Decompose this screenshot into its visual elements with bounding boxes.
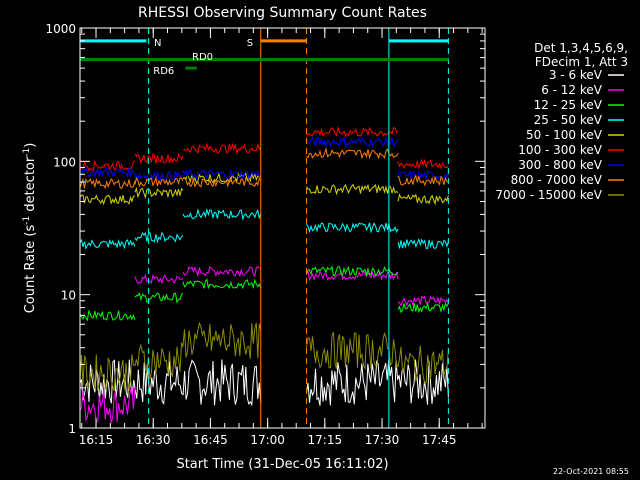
series-line: [79, 386, 136, 424]
x-tick-label: 16:45: [193, 433, 228, 447]
series-line: [79, 238, 136, 250]
series-line: [306, 136, 399, 148]
x-tick-label: 16:30: [136, 433, 171, 447]
series-line: [397, 345, 449, 384]
y-tick-label: 10: [61, 289, 76, 303]
series-line: [397, 237, 449, 250]
legend-header: FDecim 1, Att 3: [535, 55, 628, 69]
x-tick-label: 17:15: [308, 433, 343, 447]
annotation-RD0: RD0: [192, 52, 213, 63]
x-axis-ticks: [81, 28, 483, 428]
series-line: [397, 301, 449, 314]
legend-label: 800 - 7000 keV: [511, 173, 603, 187]
series-300-800-keV: [79, 136, 449, 182]
legend-label: 3 - 6 keV: [549, 68, 603, 82]
series-line: [79, 194, 135, 206]
series-line: [397, 170, 449, 181]
plot-frame: [79, 27, 486, 429]
series-12-25-keV: [79, 265, 449, 322]
legend-label: 25 - 50 keV: [534, 113, 603, 127]
series-line: [182, 207, 262, 221]
legend-label: 12 - 25 keV: [534, 98, 603, 112]
chart-title: RHESSI Observing Summary Count Rates: [138, 5, 427, 21]
legend-label: 100 - 300 keV: [518, 143, 602, 157]
y-tick-label: 1000: [45, 22, 76, 36]
series-line: [397, 295, 449, 307]
flag-label-S: S: [247, 38, 253, 49]
legend-label: 300 - 800 keV: [518, 158, 602, 172]
series-line: [79, 166, 136, 179]
footer-timestamp: 22-Oct-2021 08:55: [553, 467, 629, 476]
series-line: [306, 265, 399, 277]
series-50-100-keV: [79, 171, 449, 206]
series-line: [306, 147, 399, 160]
flag-label-RD6: RD6: [153, 66, 174, 77]
series-100-300-keV: [79, 125, 449, 172]
series-line: [182, 142, 262, 155]
series-line: [79, 359, 262, 407]
series-3-6-keV: [79, 359, 449, 407]
y-axis-label: Count Rate (s-1 detector-1): [22, 143, 38, 314]
legend-label: 7000 - 15000 keV: [495, 188, 602, 202]
series-800-7000-keV: [79, 147, 449, 190]
series-line: [134, 273, 184, 285]
series-line: [182, 321, 262, 359]
legend-label: 50 - 100 keV: [526, 128, 603, 142]
series-line: [397, 193, 449, 206]
x-tick-label: 17:30: [365, 433, 400, 447]
series-line: [79, 177, 136, 190]
series-line: [79, 160, 135, 172]
x-tick-label: 17:00: [250, 433, 285, 447]
series-line: [397, 158, 449, 170]
series-line: [134, 186, 184, 200]
series-line: [134, 176, 184, 188]
flag-label-N: N: [154, 38, 161, 49]
series-line: [134, 292, 184, 304]
series-line: [134, 153, 184, 165]
y-tick-label: 1: [68, 422, 76, 436]
series-line: [134, 231, 184, 244]
x-tick-label: 16:15: [79, 433, 114, 447]
series-line: [182, 175, 262, 188]
x-axis-label: Start Time (31-Dec-05 16:11:02): [176, 457, 388, 472]
series-line: [306, 183, 399, 196]
series-6-12-keV: [79, 265, 449, 424]
series-line: [397, 174, 449, 187]
series-25-50-keV: [79, 207, 449, 250]
series-line: [306, 125, 399, 138]
series-line: [306, 222, 399, 234]
legend-header: Det 1,3,4,5,6,9,: [534, 41, 628, 55]
series-line: [182, 278, 262, 290]
series-line: [79, 354, 136, 392]
series-line: [79, 309, 136, 322]
x-tick-label: 17:45: [422, 433, 457, 447]
y-tick-label: 100: [53, 155, 76, 169]
y-axis-ticks: [80, 33, 485, 429]
series-line: [134, 342, 184, 380]
series-line: [182, 265, 262, 278]
series-line: [182, 168, 262, 181]
series-line: [306, 331, 399, 371]
series-line: [306, 269, 399, 282]
series-7000-15000-keV: [79, 321, 449, 392]
legend-label: 6 - 12 keV: [541, 83, 603, 97]
